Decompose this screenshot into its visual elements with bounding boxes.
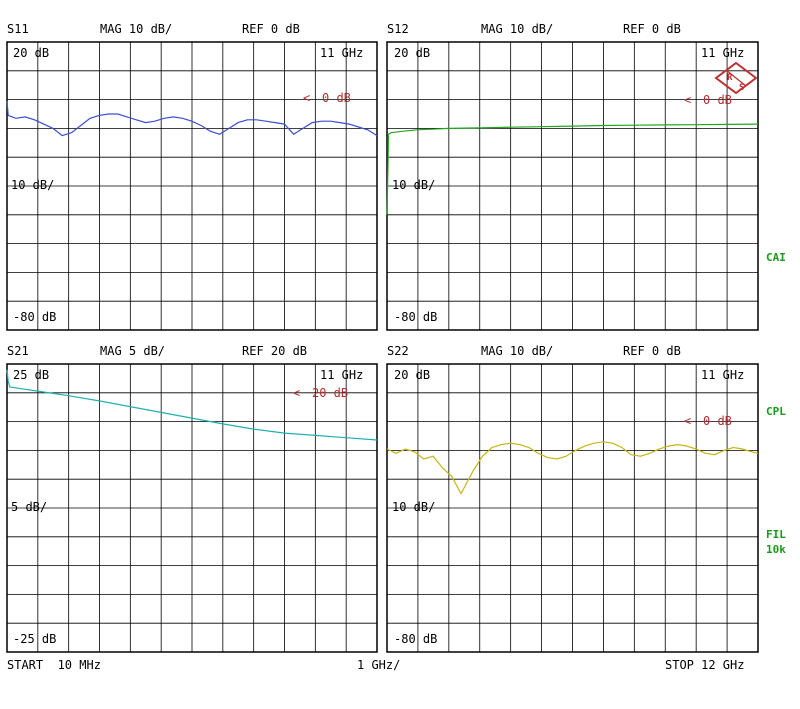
freq-label: 11 GHz	[320, 46, 363, 60]
start-frequency: START 10 MHz	[7, 658, 101, 672]
panel-title: S22	[387, 344, 409, 358]
mid-scale-label: 10 dB/	[392, 500, 435, 514]
s12-trace	[386, 123, 759, 215]
ref-marker-arrow: <	[684, 93, 691, 107]
panel-s22: S22 MAG 10 dB/ REF 0 dB 20 dB 10 dB/ -80…	[386, 344, 759, 653]
panel-grid	[386, 41, 759, 331]
panel-grid	[6, 363, 378, 653]
s22-trace	[386, 441, 759, 495]
panel-mag: MAG 10 dB/	[481, 344, 553, 358]
panel-title: S11	[7, 22, 29, 36]
s11-trace	[6, 100, 378, 137]
panel-ref: REF 0 dB	[623, 344, 681, 358]
top-scale-label: 20 dB	[394, 46, 430, 60]
freq-label: 11 GHz	[701, 368, 744, 382]
bottom-scale-label: -80 dB	[394, 310, 437, 324]
panel-mag: MAG 10 dB/	[481, 22, 553, 36]
panel-ref: REF 20 dB	[242, 344, 307, 358]
bottom-scale-label: -80 dB	[394, 632, 437, 646]
panel-ref: REF 0 dB	[242, 22, 300, 36]
mid-scale-label: 10 dB/	[11, 178, 54, 192]
panel-grid	[386, 363, 759, 653]
ref-marker-label: 0 dB	[703, 93, 732, 107]
panel-s12: S12 MAG 10 dB/ REF 0 dB 20 dB 10 dB/ -80…	[386, 22, 759, 331]
ref-marker-arrow: <	[303, 91, 310, 105]
rs-logo-icon: R S	[714, 61, 758, 95]
mid-scale-label: 10 dB/	[392, 178, 435, 192]
frequency-division: 1 GHz/	[357, 658, 400, 672]
ref-marker-arrow: <	[293, 386, 300, 400]
logo-letter: R	[727, 73, 733, 83]
mid-scale-label: 5 dB/	[11, 500, 47, 514]
freq-label: 11 GHz	[701, 46, 744, 60]
top-scale-label: 20 dB	[13, 46, 49, 60]
stop-frequency: STOP 12 GHz	[665, 658, 744, 672]
ref-marker-label: 0 dB	[703, 414, 732, 428]
bottom-scale-label: -80 dB	[13, 310, 56, 324]
panel-mag: MAG 5 dB/	[100, 344, 165, 358]
status-fil-bandwidth: 10k	[766, 543, 786, 556]
panel-mag: MAG 10 dB/	[100, 22, 172, 36]
ref-marker-label: 20 dB	[312, 386, 348, 400]
panel-title: S12	[387, 22, 409, 36]
panel-s11: S11 MAG 10 dB/ REF 0 dB 20 dB 10 dB/ -80…	[6, 22, 378, 331]
bottom-scale-label: -25 dB	[13, 632, 56, 646]
status-cpl: CPL	[766, 405, 786, 418]
logo-letter: S	[739, 83, 744, 93]
freq-label: 11 GHz	[320, 368, 363, 382]
status-fil: FIL	[766, 528, 786, 541]
ref-marker-arrow: <	[684, 414, 691, 428]
status-cai: CAI	[766, 251, 786, 264]
top-scale-label: 20 dB	[394, 368, 430, 382]
panel-title: S21	[7, 344, 29, 358]
ref-marker-label: 0 dB	[322, 91, 351, 105]
panel-s21: S21 MAG 5 dB/ REF 20 dB 25 dB 5 dB/ -25 …	[6, 344, 378, 653]
top-scale-label: 25 dB	[13, 368, 49, 382]
panel-grid	[6, 41, 378, 331]
s21-trace	[6, 369, 378, 441]
panel-ref: REF 0 dB	[623, 22, 681, 36]
